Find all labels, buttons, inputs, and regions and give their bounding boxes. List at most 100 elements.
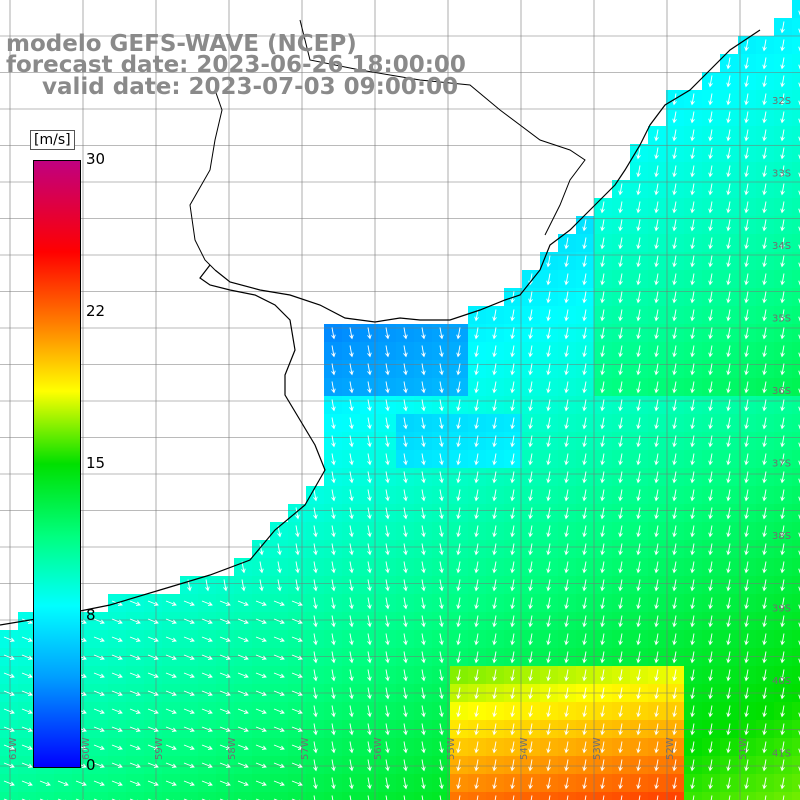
wind-arrow: [762, 417, 767, 430]
wind-arrow: [780, 183, 785, 196]
wind-arrow: [708, 129, 713, 142]
wind-arrow: [782, 795, 785, 800]
wind-arrow: [672, 165, 677, 178]
wind-arrow: [600, 201, 605, 214]
wind-arrow: [313, 687, 318, 700]
wind-arrow: [672, 687, 677, 700]
wind-arrow: [331, 759, 336, 772]
wind-arrow: [255, 600, 267, 606]
wind-arrow: [21, 672, 33, 678]
wind-arrow: [600, 327, 605, 340]
wind-arrow: [403, 777, 408, 790]
wind-arrow: [548, 795, 551, 800]
wind-arrow: [726, 345, 731, 358]
wind-arrow: [367, 777, 372, 790]
wind-arrow: [726, 687, 731, 700]
wind-arrow: [762, 489, 767, 502]
field-cell: [378, 792, 396, 800]
wind-arrow: [762, 615, 767, 628]
wind-arrow: [421, 453, 426, 466]
coastline: [0, 29, 761, 626]
wind-arrow: [582, 561, 587, 574]
wind-arrow: [165, 726, 177, 732]
wind-arrow: [708, 615, 713, 628]
wind-arrow: [600, 417, 605, 430]
wind-arrow: [582, 777, 587, 790]
wind-arrow: [708, 201, 713, 214]
field-cell: [576, 792, 594, 800]
wind-arrow: [600, 291, 605, 304]
wind-arrow: [780, 759, 785, 772]
wind-arrow: [331, 435, 336, 448]
field-cell: [594, 792, 612, 800]
wind-arrow: [3, 654, 15, 660]
wind-arrow: [147, 690, 159, 696]
wind-arrow: [546, 705, 551, 718]
wind-arrow: [672, 237, 677, 250]
wind-arrow: [726, 129, 731, 142]
wind-arrow: [492, 399, 497, 412]
wind-arrow: [654, 201, 659, 214]
field-cell: [792, 378, 800, 396]
field-cell: [396, 792, 414, 800]
wind-arrow: [618, 687, 623, 700]
wind-arrow: [762, 705, 767, 718]
wind-arrow: [492, 777, 497, 790]
wind-arrow: [636, 435, 641, 448]
wind-arrow: [456, 489, 461, 502]
wind-arrow: [744, 309, 749, 322]
wind-arrow: [654, 651, 659, 664]
wind-arrow: [349, 615, 354, 628]
wind-arrow: [564, 597, 569, 610]
wind-arrow: [349, 579, 354, 592]
wind-arrow: [421, 687, 426, 700]
wind-arrow: [600, 705, 605, 718]
wind-arrow: [636, 669, 641, 682]
wind-arrow: [403, 795, 406, 800]
wind-arrow: [582, 219, 587, 232]
wind-arrow: [636, 777, 641, 790]
wind-arrow: [3, 762, 15, 768]
wind-arrow: [510, 561, 515, 574]
wind-arrow: [421, 723, 426, 736]
wind-arrow: [474, 777, 479, 790]
wind-arrow: [744, 147, 749, 160]
wind-arrow: [582, 291, 587, 304]
wind-arrow: [291, 618, 303, 624]
wind-arrow: [510, 309, 515, 322]
wind-arrow: [654, 633, 659, 646]
wind-arrow: [780, 597, 785, 610]
wind-arrow: [456, 543, 461, 556]
wind-arrow: [439, 345, 444, 358]
wind-arrow: [492, 723, 497, 736]
wind-arrow: [439, 777, 444, 790]
wind-arrow: [492, 507, 497, 520]
wind-arrow: [237, 780, 249, 786]
wind-arrow: [237, 654, 249, 660]
wind-arrow: [582, 399, 587, 412]
wind-arrow: [618, 543, 623, 556]
wind-arrow: [708, 399, 713, 412]
wind-arrow: [780, 687, 785, 700]
wind-arrow: [21, 636, 33, 642]
wind-arrow: [492, 309, 497, 322]
wind-arrow: [349, 453, 354, 466]
wind-arrow: [313, 741, 318, 754]
wind-arrow: [291, 762, 303, 768]
wind-arrow: [528, 399, 533, 412]
lon-label: 56W: [373, 737, 384, 760]
wind-arrow: [744, 345, 749, 358]
wind-arrow: [780, 75, 785, 88]
wind-arrow: [780, 165, 785, 178]
wind-arrow: [385, 615, 390, 628]
wind-arrow: [708, 597, 713, 610]
wind-arrow: [403, 381, 408, 394]
wind-arrow: [636, 723, 641, 736]
wind-arrow: [780, 39, 785, 52]
wind-arrow: [492, 363, 497, 376]
wind-arrow: [636, 489, 641, 502]
wind-arrow: [636, 363, 641, 376]
wind-arrow: [439, 687, 444, 700]
latitude-labels: 32S 33S 34S 35S 36S 37S 38S 39S 40S 41S: [772, 96, 791, 760]
wind-arrow: [403, 363, 408, 376]
